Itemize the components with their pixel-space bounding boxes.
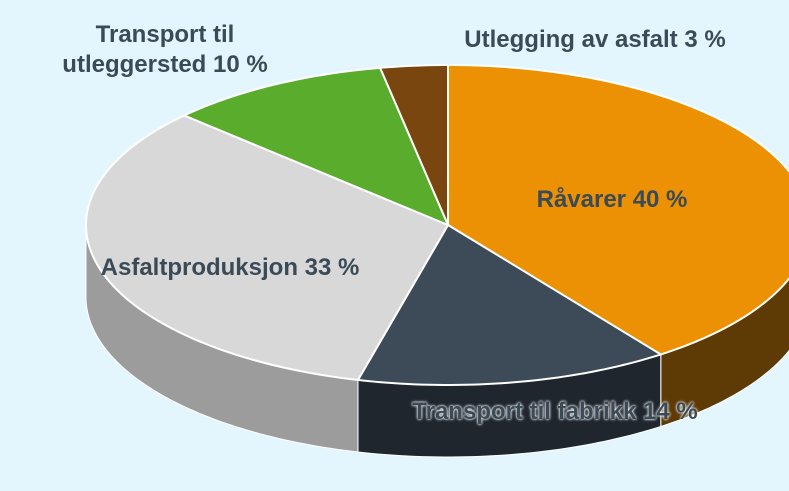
slice-label: Transport til utleggersted 10 %: [40, 20, 290, 80]
slice-category: Råvarer: [536, 186, 627, 213]
slice: [378, 63, 449, 226]
slice-value: 33 %: [304, 254, 360, 281]
slice-label: Asfaltproduksjon 33 %: [101, 253, 360, 283]
slice-category: Transport til utleggersted: [62, 21, 235, 78]
slice: [356, 223, 664, 386]
slice-label: Utlegging av asfalt 3 %: [464, 25, 725, 55]
slice-value: 14 %: [643, 398, 698, 425]
slice: [85, 114, 450, 382]
slice-label: Transport til fabrikk 14 %: [412, 397, 697, 427]
slice: [447, 63, 789, 356]
slice: [181, 66, 450, 227]
slice-value: 40 %: [632, 186, 688, 213]
slice-category: Transport til fabrikk: [412, 398, 637, 425]
slice-label: Råvarer 40 %: [537, 185, 688, 215]
slice-category: Asfaltproduksjon: [100, 254, 298, 281]
slice-value: 3 %: [684, 26, 726, 53]
slice-category: Utlegging av asfalt: [464, 26, 678, 53]
slice-value: 10 %: [213, 51, 268, 78]
